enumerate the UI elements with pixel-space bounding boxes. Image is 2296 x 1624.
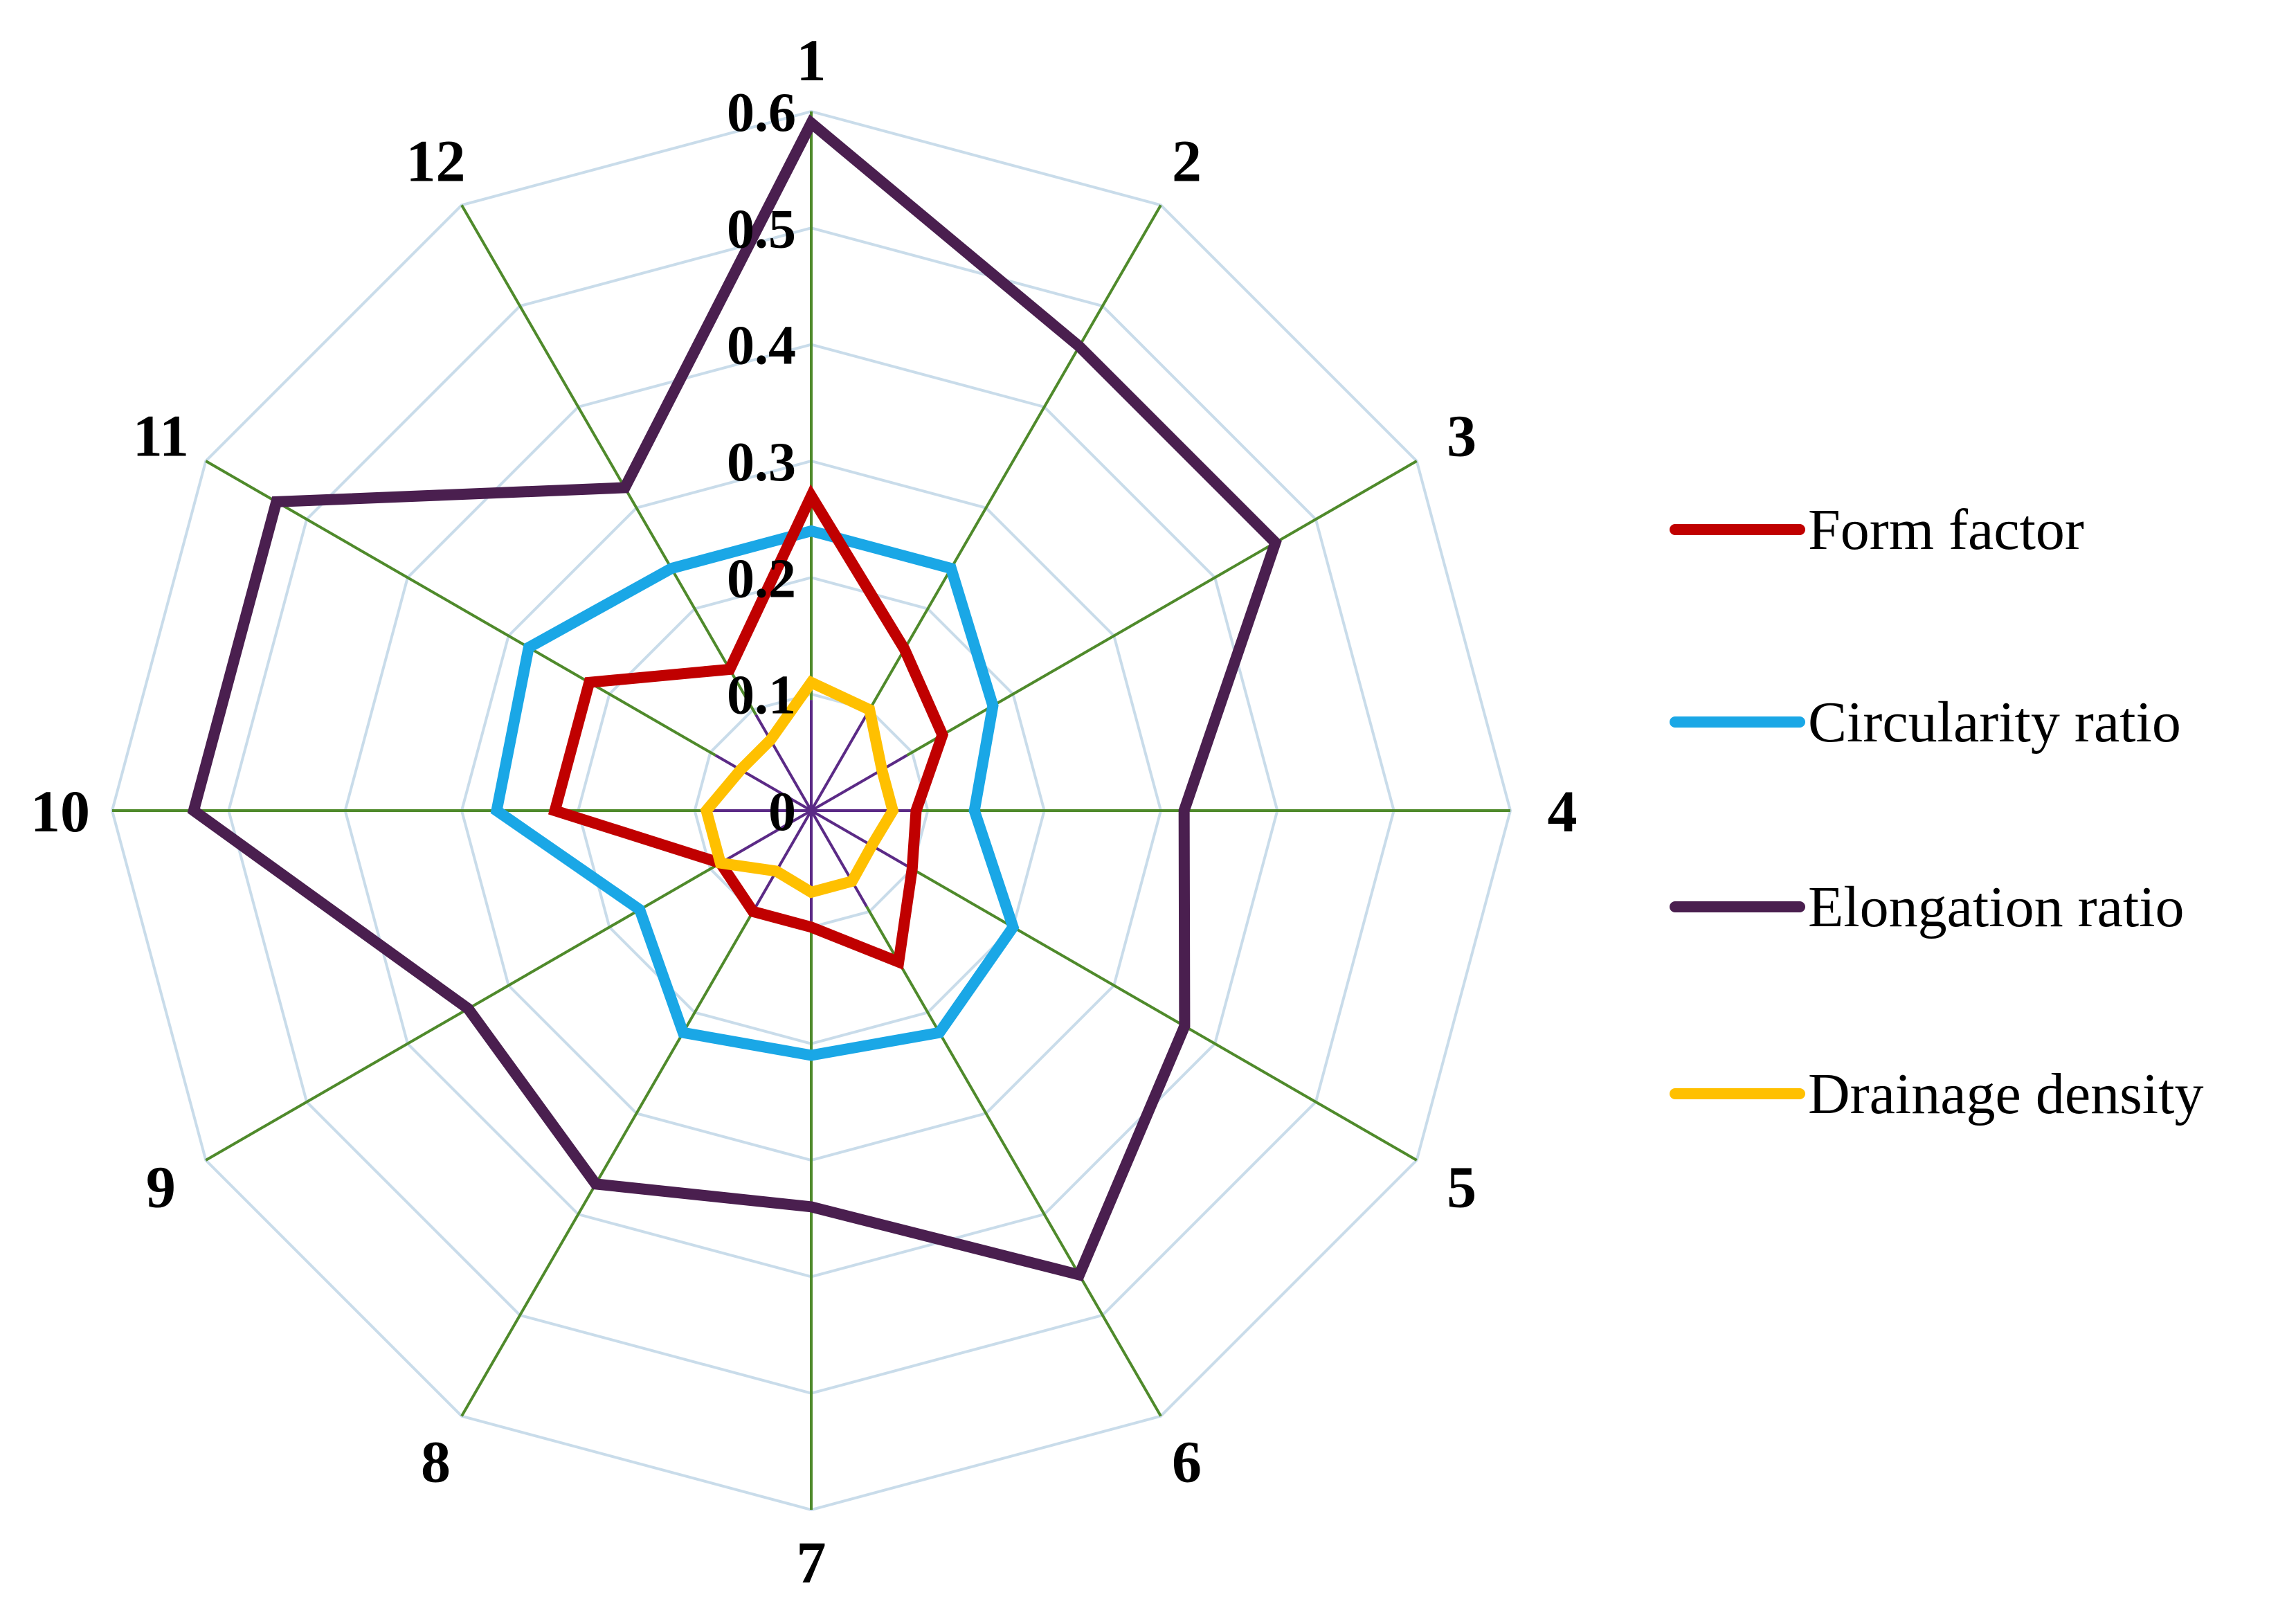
r-tick-label: 0 xyxy=(768,782,796,842)
category-label-8: 8 xyxy=(421,1429,451,1495)
category-label-11: 11 xyxy=(133,403,189,469)
legend-label-form-factor: Form factor xyxy=(1808,498,2084,562)
r-tick-label: 0.3 xyxy=(727,432,796,493)
spoke-inner-11 xyxy=(714,754,813,812)
series-drainage-density xyxy=(700,675,899,899)
r-tick-label: 0.6 xyxy=(727,82,796,143)
r-tick-label: 0.4 xyxy=(727,316,796,377)
legend: Form factor Circularity ratio Elongation r… xyxy=(1670,498,2203,1126)
spoke-12 xyxy=(460,204,757,716)
legend-label-drainage-density: Drainage density xyxy=(1808,1062,2203,1126)
spoke-inner-2 xyxy=(810,714,868,812)
spoke-2 xyxy=(865,204,1162,716)
category-label-1: 1 xyxy=(797,27,826,93)
spoke-5 xyxy=(906,865,1418,1162)
spoke-inner-12 xyxy=(754,714,813,812)
spoke-6 xyxy=(865,905,1162,1417)
legend-label-circularity-ratio: Circularity ratio xyxy=(1808,690,2181,755)
category-label-2: 2 xyxy=(1172,127,1202,194)
r-axis-ticks: 0 0.1 0.2 0.3 0.4 0.5 0.6 xyxy=(727,82,796,842)
spoke-inner-9 xyxy=(714,809,813,867)
r-tick-label: 0.5 xyxy=(727,199,796,260)
spoke-11 xyxy=(205,460,716,757)
category-label-4: 4 xyxy=(1548,778,1578,845)
category-label-10: 10 xyxy=(30,778,90,845)
r-tick-label: 0.2 xyxy=(727,548,796,609)
spoke-layer xyxy=(112,111,1510,1510)
category-label-9: 9 xyxy=(146,1154,176,1220)
series-elongation-ratio xyxy=(187,114,1282,1282)
spoke-inner-3 xyxy=(810,754,908,812)
spoke-inner-6 xyxy=(810,809,868,908)
category-label-5: 5 xyxy=(1447,1154,1476,1220)
series-circularity-ratio xyxy=(490,525,1020,1061)
category-label-3: 3 xyxy=(1447,403,1476,469)
legend-label-elongation-ratio: Elongation ratio xyxy=(1808,875,2185,939)
category-label-7: 7 xyxy=(797,1529,826,1596)
spoke-9 xyxy=(205,865,716,1162)
series-layer xyxy=(187,114,1282,1282)
spoke-inner-8 xyxy=(754,809,813,908)
r-tick-label: 0.1 xyxy=(727,665,796,726)
category-label-12: 12 xyxy=(406,127,466,194)
spoke-8 xyxy=(460,905,757,1417)
series-form-factor xyxy=(548,484,949,970)
spoke-inner-5 xyxy=(810,809,908,867)
category-label-6: 6 xyxy=(1172,1429,1202,1495)
